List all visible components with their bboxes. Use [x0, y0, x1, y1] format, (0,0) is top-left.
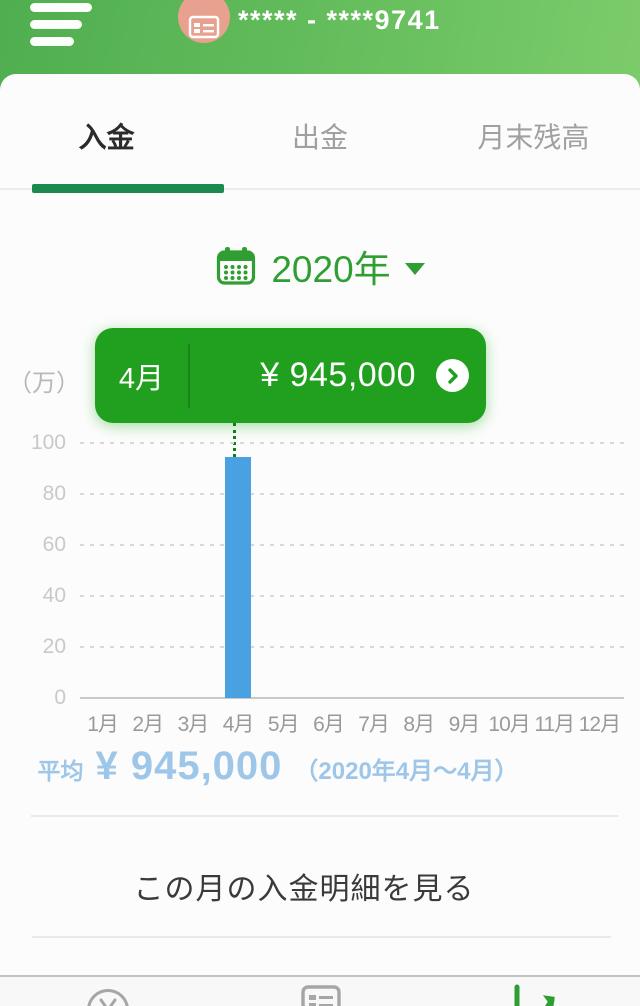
- tooltip-month-label: 4月: [118, 362, 165, 395]
- selected-year-label: 2020年: [271, 249, 391, 290]
- yen-circle-icon: [87, 989, 129, 1006]
- divider: [31, 815, 618, 817]
- x-axis-line: [80, 697, 624, 699]
- year-selector[interactable]: 2020年: [0, 240, 640, 292]
- tooltip-detail-button[interactable]: [436, 359, 469, 392]
- gridline: [80, 442, 624, 444]
- chevron-right-icon: [447, 367, 458, 384]
- y-axis-tick-label: 60: [42, 533, 66, 556]
- masked-account-number[interactable]: ***** - ****9741: [238, 5, 441, 35]
- monthly-details-link[interactable]: この月の入金明細を見る: [133, 873, 475, 906]
- hamburger-icon: [30, 3, 92, 12]
- x-axis-month-label: 1月: [87, 713, 119, 736]
- tab-month-end-balance[interactable]: 月末残高: [477, 122, 590, 153]
- y-axis-tick-label: 40: [42, 584, 66, 607]
- average-prefix-label: 平均: [37, 758, 84, 784]
- tooltip-amount: ¥ 945,000: [260, 356, 416, 394]
- y-axis-tick-label: 80: [42, 482, 66, 505]
- tab-deposits[interactable]: 入金: [78, 122, 135, 153]
- passbook-icon: [301, 985, 341, 1006]
- tooltip-divider: [188, 343, 190, 408]
- x-axis-month-label: 10月: [488, 713, 530, 736]
- average-summary: 平均 ¥ 945,000 （2020年4月〜4月）: [0, 744, 556, 800]
- content-card: [0, 74, 640, 1006]
- x-axis-month-label: 4月: [222, 713, 255, 736]
- tab-bar-divider: [0, 188, 640, 190]
- tab-bar: 入金 出金 月末残高: [0, 108, 640, 164]
- trend-chart-icon: [514, 984, 555, 1006]
- x-axis-month-label: 9月: [448, 713, 481, 736]
- passbook-chip-icon: [188, 15, 220, 39]
- x-axis-month-label: 11月: [534, 713, 575, 736]
- balance-tab[interactable]: [85, 987, 131, 1006]
- gridline: [80, 544, 624, 546]
- gridline: [80, 595, 624, 597]
- x-axis-month-label: 12月: [578, 713, 621, 736]
- hamburger-icon: [30, 37, 74, 46]
- y-axis-tick-label: 100: [30, 431, 66, 454]
- bar-4月[interactable]: [225, 457, 252, 698]
- x-axis-month-label: 7月: [358, 713, 390, 736]
- hamburger-menu-button[interactable]: [30, 1, 94, 47]
- bottom-nav-bar: [0, 975, 640, 1006]
- gridline: [80, 646, 624, 648]
- caret-down-icon: [404, 263, 425, 275]
- chart-tab[interactable]: [511, 982, 557, 1006]
- account-passbook-chip[interactable]: [178, 0, 230, 43]
- tooltip-connector-line: [233, 423, 236, 457]
- x-axis-month-label: 2月: [132, 713, 164, 736]
- x-axis-month-label: 5月: [267, 713, 300, 736]
- average-range-label: （2020年4月〜4月）: [294, 758, 519, 785]
- x-axis-month-label: 3月: [177, 713, 210, 736]
- passbook-tab[interactable]: [298, 984, 344, 1006]
- gridline: [80, 493, 624, 495]
- active-tab-underline: [32, 184, 224, 193]
- tab-withdrawals[interactable]: 出金: [291, 122, 348, 153]
- calendar-icon: [217, 247, 256, 285]
- hamburger-icon: [30, 20, 82, 29]
- y-axis-tick-label: 20: [42, 635, 66, 658]
- x-axis-month-label: 6月: [313, 713, 345, 736]
- x-axis-month-label: 8月: [403, 713, 435, 736]
- y-axis-unit-label: （万）: [8, 370, 80, 397]
- y-axis-tick-label: 0: [54, 686, 66, 709]
- divider: [32, 936, 611, 938]
- selected-month-tooltip[interactable]: 4月 ¥ 945,000: [95, 328, 486, 423]
- average-amount: ¥ 945,000: [95, 744, 283, 788]
